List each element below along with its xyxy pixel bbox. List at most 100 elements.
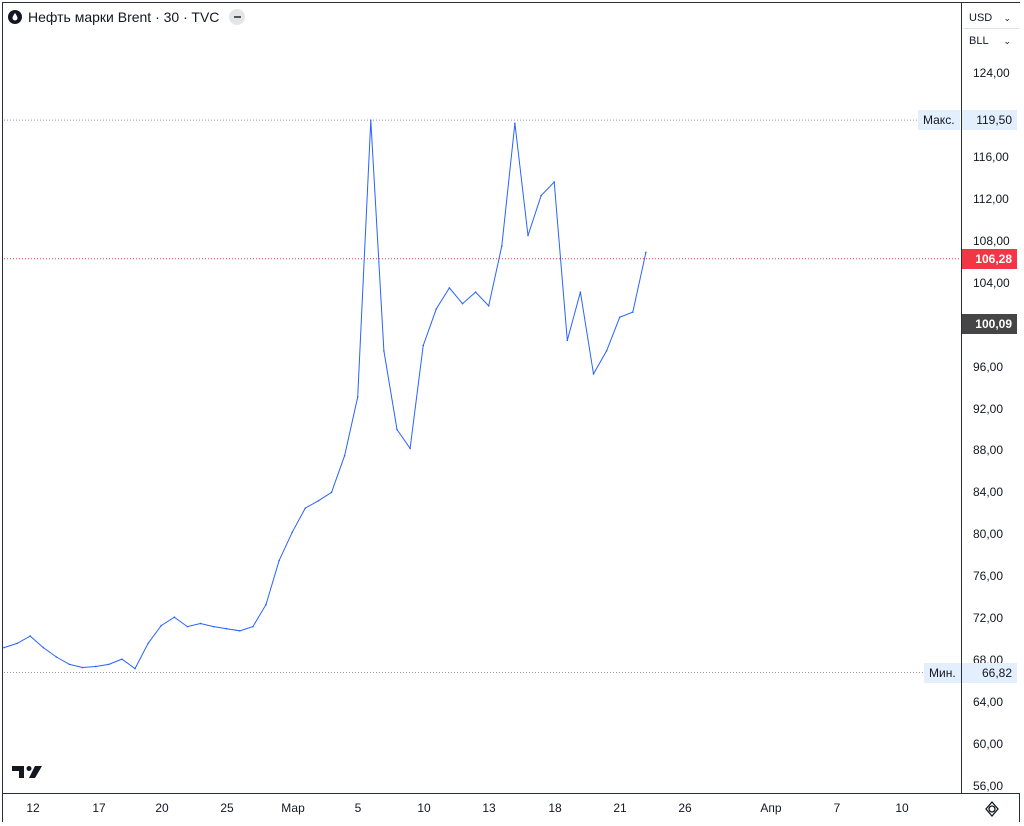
price-tick-label: 84,00 bbox=[973, 485, 1004, 500]
price-point bbox=[553, 181, 555, 183]
price-point bbox=[3, 646, 5, 649]
time-tick-label: 21 bbox=[613, 801, 627, 815]
chart-header: Нефть марки Brent · 30 · TVC bbox=[8, 6, 246, 28]
price-tick-label: 56,00 bbox=[973, 779, 1004, 793]
price-point bbox=[265, 603, 267, 606]
price-point bbox=[356, 396, 359, 398]
collapse-icon[interactable] bbox=[229, 9, 246, 25]
price-point bbox=[94, 665, 97, 668]
settings-icon[interactable] bbox=[983, 800, 1001, 818]
price-tick-label: 64,00 bbox=[973, 695, 1004, 710]
low-value-badge: 66,82 bbox=[962, 662, 1017, 683]
time-tick-label: 25 bbox=[220, 801, 234, 815]
price-point bbox=[317, 500, 320, 502]
price-point bbox=[645, 251, 647, 254]
close-price-badge: 100,09 bbox=[962, 313, 1017, 334]
time-tick-label: 12 bbox=[26, 801, 40, 815]
price-tick-label: 108,00 bbox=[973, 233, 1010, 248]
price-point bbox=[396, 428, 398, 431]
high-value-badge: 119,50 bbox=[962, 110, 1017, 131]
time-tick-label: 7 bbox=[833, 801, 841, 815]
time-tick-label: Мар bbox=[281, 801, 305, 815]
time-tick-label: 26 bbox=[678, 801, 692, 815]
unit-select[interactable]: BLL ⌄ bbox=[965, 31, 1015, 51]
price-point bbox=[435, 308, 438, 310]
price-point bbox=[370, 119, 372, 121]
price-axis[interactable] bbox=[961, 3, 1020, 793]
price-point bbox=[252, 625, 254, 628]
price-point bbox=[592, 373, 595, 375]
unit-label: BLL bbox=[969, 35, 989, 47]
time-axis[interactable] bbox=[3, 793, 1019, 822]
price-point bbox=[68, 663, 71, 666]
price-point bbox=[278, 559, 280, 562]
price-point bbox=[212, 625, 215, 628]
price-tick-label: 88,00 bbox=[973, 443, 1004, 458]
chevron-down-icon: ⌄ bbox=[1003, 12, 1011, 23]
time-tick-label: 13 bbox=[482, 801, 496, 815]
price-point bbox=[501, 245, 503, 247]
price-point bbox=[618, 316, 621, 319]
price-series-line bbox=[3, 120, 647, 670]
price-tick-label: 60,00 bbox=[973, 737, 1004, 752]
chevron-down-icon: ⌄ bbox=[1003, 35, 1011, 46]
last-price-badge: 106,28 bbox=[962, 248, 1017, 269]
price-point bbox=[487, 304, 490, 307]
price-point bbox=[186, 625, 189, 628]
time-tick-label: 17 bbox=[92, 801, 106, 815]
oil-drop-icon bbox=[8, 10, 22, 24]
price-points bbox=[3, 119, 647, 670]
price-point bbox=[291, 531, 294, 534]
price-point bbox=[330, 491, 333, 494]
price-tick-label: 116,00 bbox=[973, 149, 1009, 164]
tradingview-logo-icon[interactable] bbox=[12, 764, 44, 785]
time-tick-label: 5 bbox=[354, 801, 362, 815]
low-label: Мин. bbox=[924, 662, 961, 683]
price-tick-label: 124,00 bbox=[973, 66, 1010, 80]
currency-label: USD bbox=[969, 12, 993, 24]
symbol-title[interactable]: Нефть марки Brent · 30 · TVC bbox=[28, 9, 220, 25]
time-tick-label: 20 bbox=[155, 801, 169, 815]
time-tick-label: 10 bbox=[895, 801, 909, 815]
price-tick-label: 104,00 bbox=[973, 275, 1010, 290]
price-tick-label: 76,00 bbox=[973, 569, 1004, 584]
price-point bbox=[514, 122, 516, 125]
time-tick-label: 18 bbox=[548, 801, 562, 815]
price-tick-label: 80,00 bbox=[973, 527, 1004, 542]
time-tick-label: Апр bbox=[760, 801, 782, 815]
price-point bbox=[42, 646, 45, 649]
price-point bbox=[579, 291, 582, 293]
price-point bbox=[343, 454, 346, 457]
price-point bbox=[527, 234, 529, 237]
price-point bbox=[199, 622, 202, 625]
price-point bbox=[29, 635, 32, 637]
price-point bbox=[225, 627, 228, 630]
price-tick-label: 112,00 bbox=[973, 191, 1009, 206]
price-point bbox=[81, 666, 84, 669]
price-tick-label: 92,00 bbox=[973, 401, 1004, 416]
price-tick-label: 96,00 bbox=[973, 359, 1004, 374]
price-point bbox=[383, 350, 385, 352]
price-point bbox=[448, 287, 451, 289]
currency-divider bbox=[963, 28, 1019, 29]
price-point bbox=[160, 624, 162, 627]
time-tick-label: 10 bbox=[417, 801, 431, 815]
price-point bbox=[632, 311, 634, 313]
currency-select[interactable]: USD ⌄ bbox=[965, 8, 1015, 28]
price-point bbox=[16, 642, 18, 645]
price-point bbox=[147, 642, 149, 645]
price-point bbox=[108, 663, 110, 666]
price-point bbox=[540, 194, 542, 197]
price-point bbox=[134, 667, 136, 670]
price-point bbox=[121, 658, 123, 660]
price-tick-label: 72,00 bbox=[973, 611, 1004, 626]
high-label: Макс. bbox=[918, 110, 960, 131]
price-point bbox=[461, 302, 464, 305]
price-point bbox=[409, 447, 411, 450]
price-point bbox=[474, 291, 477, 293]
price-point bbox=[422, 344, 425, 347]
price-point bbox=[304, 507, 307, 509]
price-point bbox=[605, 350, 608, 352]
